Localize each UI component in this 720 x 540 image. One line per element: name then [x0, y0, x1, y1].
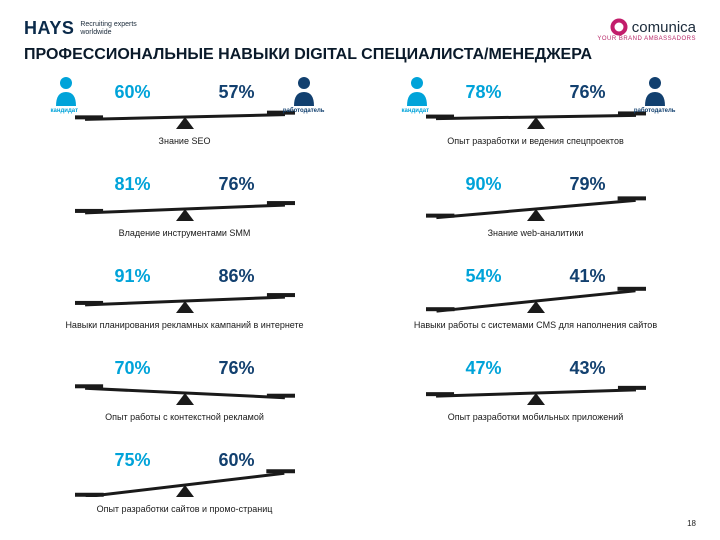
skill-label: Навыки планирования рекламных кампаний в…	[65, 320, 303, 340]
hays-tagline: Recruiting experts worldwide	[80, 21, 136, 36]
scale-svg-wrap	[75, 181, 295, 226]
skill-cell: 91%86% Навыки планирования рекламных кам…	[24, 260, 345, 350]
skill-cell: 70%76% Опыт работы с контекстной рекламо…	[24, 352, 345, 442]
skill-label: Навыки работы с системами CMS для наполн…	[414, 320, 657, 340]
scale-box: 91%86%	[55, 260, 315, 318]
comunica-tagline: YOUR BRAND AMBASSADORS	[597, 36, 696, 42]
skill-cell: 60%57% кандидатработодателькандидатработ…	[24, 76, 345, 166]
balance-scale-icon	[75, 89, 295, 129]
employer-person-icon	[642, 76, 668, 111]
employer-role-label: работодатель	[283, 108, 325, 114]
employer-role-label: работодатель	[634, 108, 676, 114]
hays-tagline-1: Recruiting experts	[80, 21, 136, 29]
balance-scale-icon	[426, 181, 646, 221]
page-number: 18	[687, 519, 696, 528]
comunica-logo: comunica	[632, 19, 696, 36]
scale-svg-wrap	[75, 89, 295, 134]
balance-scale-icon	[75, 457, 295, 497]
skills-grid: 60%57% кандидатработодателькандидатработ…	[24, 76, 696, 534]
balance-scale-icon	[426, 89, 646, 129]
scale-box: 60%57% кандидатработодателькандидатработ…	[55, 76, 315, 134]
scale-svg-wrap	[426, 365, 646, 410]
header: HAYS Recruiting experts worldwide comuni…	[24, 18, 696, 39]
skill-label: Опыт разработки сайтов и промо-страниц	[97, 504, 273, 524]
scale-svg-wrap	[426, 181, 646, 226]
scale-box: 47%43%	[406, 352, 666, 410]
skill-label: Знание SEO	[159, 136, 211, 156]
hays-logo: HAYS	[24, 18, 74, 39]
hays-tagline-2: worldwide	[80, 29, 136, 37]
candidate-person-icon	[53, 76, 79, 111]
scale-svg-wrap	[426, 273, 646, 318]
scale-box: 78%76% кандидатработодателькандидатработ…	[406, 76, 666, 134]
balance-scale-icon	[426, 273, 646, 313]
skill-label: Знание web-аналитики	[488, 228, 584, 248]
skill-cell: 90%79% Знание web-аналитики	[375, 168, 696, 258]
skill-label: Опыт разработки и ведения спецпроектов	[447, 136, 623, 156]
candidate-role-label: кандидат	[51, 108, 79, 114]
hays-block: HAYS Recruiting experts worldwide	[24, 18, 137, 39]
balance-scale-icon	[75, 365, 295, 405]
skill-cell: 47%43% Опыт разработки мобильных приложе…	[375, 352, 696, 442]
skill-label: Опыт разработки мобильных приложений	[448, 412, 624, 432]
candidate-person-icon	[404, 76, 430, 111]
page-title: ПРОФЕССИОНАЛЬНЫЕ НАВЫКИ DIGITAL СПЕЦИАЛИ…	[24, 45, 696, 64]
balance-scale-icon	[426, 365, 646, 405]
skill-cell: 81%76% Владение инструментами SMM	[24, 168, 345, 258]
skill-cell: 78%76% кандидатработодателькандидатработ…	[375, 76, 696, 166]
scale-box: 81%76%	[55, 168, 315, 226]
scale-box: 75%60%	[55, 444, 315, 502]
comunica-block: comunica	[610, 18, 696, 36]
skill-cell: 75%60% Опыт разработки сайтов и промо-ст…	[24, 444, 345, 534]
comunica-ring-icon	[610, 18, 628, 36]
skill-cell	[375, 444, 696, 534]
scale-box: 90%79%	[406, 168, 666, 226]
scale-svg-wrap	[75, 273, 295, 318]
employer-person-icon	[291, 76, 317, 111]
scale-svg-wrap	[75, 365, 295, 410]
balance-scale-icon	[75, 181, 295, 221]
skill-label: Опыт работы с контекстной рекламой	[105, 412, 264, 432]
scale-svg-wrap	[75, 457, 295, 502]
candidate-role-label: кандидат	[402, 108, 430, 114]
scale-box: 70%76%	[55, 352, 315, 410]
skill-label: Владение инструментами SMM	[119, 228, 251, 248]
scale-box: 54%41%	[406, 260, 666, 318]
skill-cell: 54%41% Навыки работы с системами CMS для…	[375, 260, 696, 350]
scale-svg-wrap	[426, 89, 646, 134]
balance-scale-icon	[75, 273, 295, 313]
